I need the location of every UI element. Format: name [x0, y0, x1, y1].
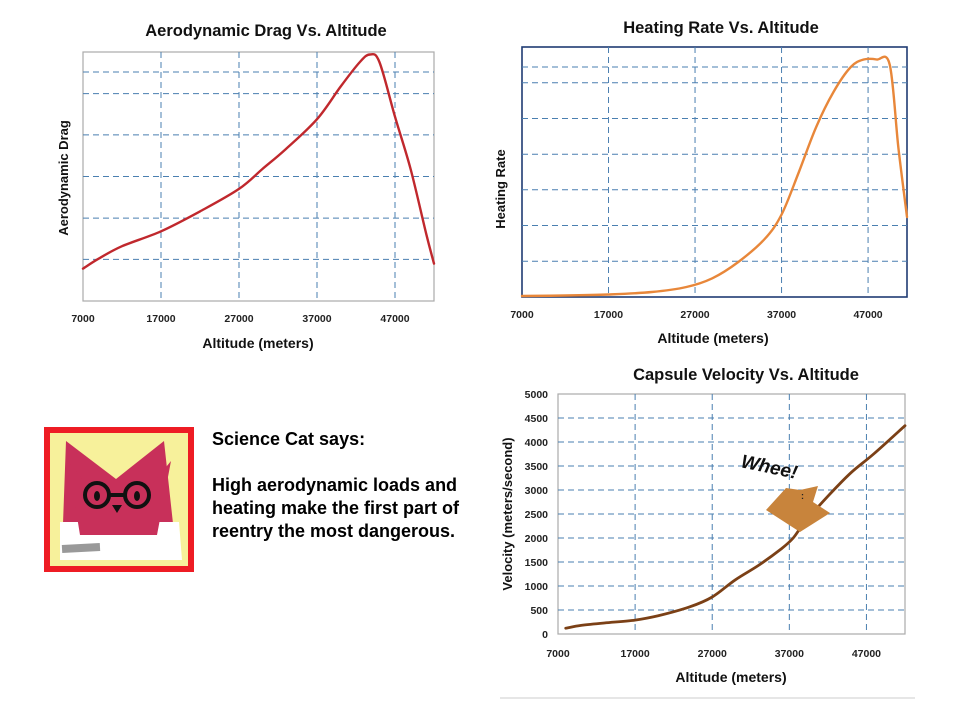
science-cat-icon: [44, 427, 194, 572]
chart-3-ytick-label: 1500: [525, 557, 549, 569]
chart-1-xtick-label: 17000: [146, 313, 175, 325]
chart-2-xtick-label: 47000: [853, 309, 882, 321]
whee-cat-arrow: [766, 486, 830, 532]
chart-2-plot-area: [521, 46, 908, 298]
chart-2-xtick-label: 17000: [594, 309, 623, 321]
chart-3-xtick-label: 17000: [621, 648, 650, 660]
chart-3-series-line: [564, 424, 907, 630]
chart-1-xlabel: Altitude (meters): [202, 335, 313, 351]
chart-2-xtick-label: 7000: [510, 309, 534, 321]
chart-3-ytick-label: 3500: [525, 461, 549, 473]
chart-2-xtick-label: 27000: [680, 309, 709, 321]
chart-2-ylabel: Heating Rate: [493, 149, 508, 228]
chart-3-title: Capsule Velocity Vs. Altitude: [633, 366, 859, 384]
science-cat-message: High aerodynamic loads and heating make …: [212, 475, 460, 541]
chart-1-series-line: [81, 52, 436, 270]
chart-1-xtick-label: 7000: [71, 313, 95, 325]
chart-3-ytick-label: 2000: [525, 533, 549, 545]
chart-2-xtick-label: 37000: [767, 309, 796, 321]
chart-2-series-line: [520, 55, 909, 298]
science-cat-badge: [44, 427, 194, 572]
chart-3-xtick-label: 47000: [852, 648, 881, 660]
chart-1-xtick-label: 47000: [380, 313, 409, 325]
chart-3-ytick-label: 4500: [525, 413, 549, 425]
chart-3-ytick-label: 0: [542, 629, 548, 641]
chart-3-xtick-label: 37000: [775, 648, 804, 660]
chart-2-title: Heating Rate Vs. Altitude: [623, 19, 819, 37]
chart-3-ytick-label: 2500: [525, 509, 549, 521]
chart-3-xlabel: Altitude (meters): [675, 669, 786, 685]
chart-3-ytick-label: 5000: [525, 389, 549, 401]
chart-3-ytick-label: 4000: [525, 437, 549, 449]
chart-3-ytick-label: 500: [530, 605, 548, 617]
chart-3-ytick-label: 1000: [525, 581, 549, 593]
chart-3-ytick-label: 3000: [525, 485, 549, 497]
chart-3-ylabel: Velocity (meters/second): [500, 437, 515, 590]
chart-1-xtick-label: 27000: [224, 313, 253, 325]
whee-cat-eyes: :: [801, 491, 804, 501]
science-cat-speech: Science Cat says: High aerodynamic loads…: [212, 428, 482, 543]
chart-3-xtick-label: 7000: [546, 648, 570, 660]
chart-1-ylabel: Aerodynamic Drag: [56, 120, 71, 236]
chart-2-xlabel: Altitude (meters): [657, 330, 768, 346]
chart-1-title: Aerodynamic Drag Vs. Altitude: [145, 22, 386, 40]
science-cat-heading: Science Cat says:: [212, 429, 366, 449]
chart-1-xtick-label: 37000: [302, 313, 331, 325]
chart-3-xtick-label: 27000: [698, 648, 727, 660]
